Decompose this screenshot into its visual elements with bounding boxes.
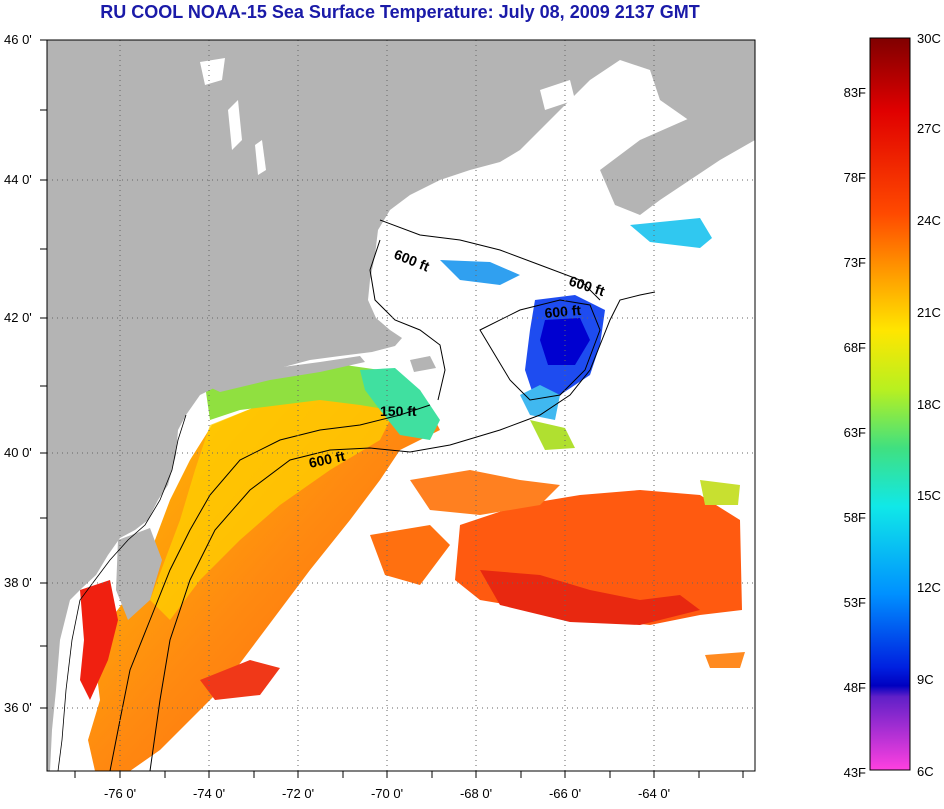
lat-label-36: 36 0': [4, 700, 32, 715]
lat-label-40: 40 0': [4, 445, 32, 460]
lon-label-64: -64 0': [638, 786, 670, 801]
land-long-island: [205, 356, 365, 392]
coast-detail: [57, 414, 187, 771]
contour-150ft-shelf: [109, 404, 431, 771]
colorbar: 30C 27C 24C 21C 18C 15C 12C 9C 6C 83F 78…: [844, 31, 941, 780]
colorbar-f-label-53: 53F: [844, 595, 866, 610]
sst-green-patch-east: [530, 420, 575, 450]
sst-eddy-mid: [370, 525, 450, 585]
sst-eddy-north: [410, 470, 560, 515]
sst-warm-shelf: [88, 375, 440, 771]
lake-2: [228, 100, 242, 150]
sst-yellow-shelf: [150, 380, 400, 620]
colorbar-f-label-83: 83F: [844, 85, 866, 100]
sst-scotian-cyan: [630, 218, 712, 248]
sst-cyan-shoals: [360, 368, 440, 440]
colorbar-c-label-6: 6C: [917, 764, 934, 779]
colorbar-f-label-63: 63F: [844, 425, 866, 440]
lon-label-74: -74 0': [193, 786, 225, 801]
lon-label-70: -70 0': [371, 786, 403, 801]
lat-label-46: 46 0': [4, 32, 32, 47]
lake-1: [200, 58, 225, 85]
contour-600ft-shelf: [149, 291, 656, 771]
colorbar-f-label-58: 58F: [844, 510, 866, 525]
land-nova-scotia: [600, 100, 755, 215]
contour-georges: [479, 299, 601, 401]
sst-yellow-east: [700, 480, 740, 505]
frame-ticks: [40, 39, 744, 778]
colorbar-c-label-12: 12C: [917, 580, 941, 595]
graticule: [47, 40, 755, 771]
colorbar-c-label-21: 21C: [917, 305, 941, 320]
contour-gulf-of-maine: [369, 219, 601, 401]
lat-label-44: 44 0': [4, 172, 32, 187]
lakes-layer: [200, 58, 575, 175]
lon-label-66: -66 0': [549, 786, 581, 801]
land-layer: [47, 40, 755, 771]
land-delmarva: [116, 528, 162, 620]
map-title: RU COOL NOAA-15 Sea Surface Temperature:…: [100, 2, 700, 22]
sst-small-south: [705, 652, 745, 668]
contour-label-600ft-georges: 600 ft: [544, 302, 582, 321]
lon-label-76: -76 0': [104, 786, 136, 801]
sst-chesapeake-red: [80, 580, 118, 700]
land-nantucket: [410, 356, 436, 372]
lake-3: [540, 80, 575, 110]
colorbar-gradient: [869, 37, 911, 771]
colorbar-c-label-27: 27C: [917, 121, 941, 136]
lon-label-68: -68 0': [460, 786, 492, 801]
contour-label-150ft: 150 ft: [380, 403, 417, 419]
colorbar-c-label-18: 18C: [917, 397, 941, 412]
sst-maine-cyan: [440, 260, 520, 285]
map-panel: 600 ft 600 ft 600 ft 150 ft 600 ft: [4, 32, 756, 801]
lat-label-38: 38 0': [4, 575, 32, 590]
map-frame: [46, 39, 756, 772]
sst-georges-core: [540, 318, 590, 365]
lat-label-42: 42 0': [4, 310, 32, 325]
sst-georges-edge: [520, 385, 560, 420]
colorbar-c-label-9: 9C: [917, 672, 934, 687]
sst-southern-red: [200, 660, 280, 700]
colorbar-f-label-78: 78F: [844, 170, 866, 185]
lon-label-72: -72 0': [282, 786, 314, 801]
sst-gulfstream-core: [480, 570, 700, 625]
land-mainland: [47, 40, 755, 771]
colorbar-f-label-68: 68F: [844, 340, 866, 355]
colorbar-c-label-24: 24C: [917, 213, 941, 228]
colorbar-c-label-15: 15C: [917, 488, 941, 503]
contour-layer: [57, 219, 656, 771]
colorbar-f-label-48: 48F: [844, 680, 866, 695]
sst-data-layer: [50, 165, 745, 771]
colorbar-c-label-30: 30C: [917, 31, 941, 46]
colorbar-f-label-43: 43F: [844, 765, 866, 780]
lake-4: [255, 140, 266, 175]
colorbar-f-label-73: 73F: [844, 255, 866, 270]
